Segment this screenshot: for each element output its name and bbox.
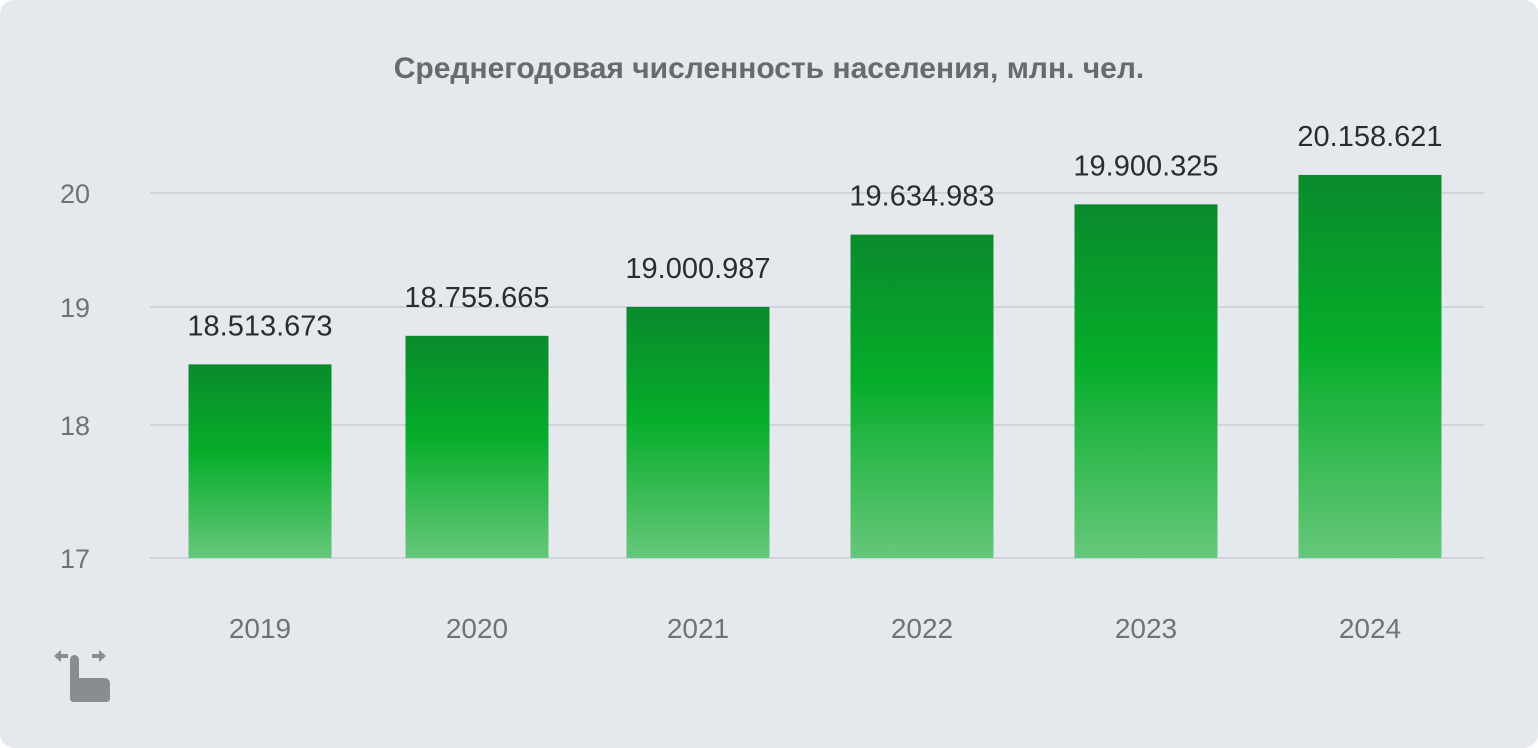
data-label: 20.158.621 bbox=[1297, 121, 1442, 153]
data-label: 18.755.665 bbox=[404, 282, 549, 314]
x-tick-label: 2021 bbox=[667, 613, 729, 644]
data-label: 19.000.987 bbox=[625, 253, 770, 285]
x-tick-label: 2024 bbox=[1339, 613, 1401, 644]
data-label: 19.634.983 bbox=[849, 181, 994, 213]
x-tick-label: 2020 bbox=[446, 613, 508, 644]
chart-title: Среднегодовая численность населения, млн… bbox=[393, 52, 1145, 85]
data-label: 18.513.673 bbox=[187, 310, 332, 342]
y-tick-label: 18 bbox=[60, 411, 90, 441]
y-tick-label: 17 bbox=[60, 544, 90, 574]
bar-2023 bbox=[1074, 204, 1218, 558]
bar-2022 bbox=[850, 234, 994, 558]
x-tick-label: 2019 bbox=[229, 613, 291, 644]
x-tick-label: 2022 bbox=[891, 613, 953, 644]
bar-2020 bbox=[405, 335, 549, 558]
bar-2024 bbox=[1298, 174, 1442, 558]
bar-2019 bbox=[188, 364, 332, 558]
x-tick-label: 2023 bbox=[1115, 613, 1177, 644]
y-tick-label: 19 bbox=[60, 293, 90, 323]
swipe-horizontal-icon bbox=[54, 650, 110, 702]
bar-2021 bbox=[626, 306, 770, 558]
data-label: 19.900.325 bbox=[1073, 150, 1218, 182]
y-tick-label: 20 bbox=[60, 179, 90, 209]
